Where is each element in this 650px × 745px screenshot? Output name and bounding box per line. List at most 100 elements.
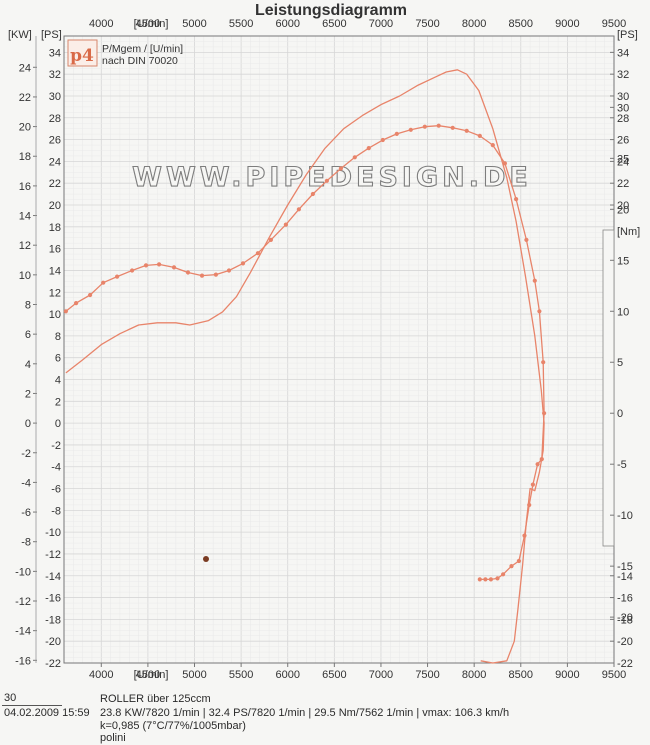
series-point-nm bbox=[530, 482, 536, 487]
nm-axis-label: [Nm] bbox=[617, 226, 640, 238]
series-point-nm bbox=[352, 155, 357, 160]
series-point-nm bbox=[310, 191, 315, 197]
kw-axis-label: [KW] bbox=[8, 29, 32, 41]
ps-tick-label-right: 34 bbox=[617, 47, 629, 59]
series-point-nm bbox=[539, 457, 544, 462]
series-point-nm bbox=[157, 262, 162, 267]
x-tick-label-top: 7000 bbox=[369, 18, 393, 30]
series-group bbox=[63, 69, 547, 664]
series-point-nm bbox=[502, 161, 507, 166]
series-point-nm bbox=[185, 270, 191, 275]
p4-logo-text: p4 bbox=[70, 46, 94, 66]
x-tick-label-bottom: 7000 bbox=[369, 669, 393, 681]
ps-tick-label-left: -12 bbox=[45, 549, 61, 561]
ps-tick-label-left: 32 bbox=[49, 69, 61, 81]
chart-title: Leistungsdiagramm bbox=[255, 2, 407, 19]
series-point-nm bbox=[394, 131, 399, 136]
legend-subtitle: nach DIN 70020 bbox=[102, 55, 178, 67]
series-point-nm bbox=[408, 127, 413, 132]
x-tick-label-top: 7500 bbox=[415, 18, 439, 30]
series-point-nm bbox=[268, 237, 273, 242]
vehicle-name: ROLLER über 125ccm bbox=[100, 693, 211, 705]
ps-tick-label-left: 34 bbox=[49, 47, 61, 59]
ps-tick-label-left: 0 bbox=[55, 418, 61, 430]
x-tick-label-top: 5000 bbox=[182, 18, 206, 30]
ps-tick-label-right: -22 bbox=[617, 658, 633, 670]
series-point-nm bbox=[199, 273, 205, 278]
series-point-nm bbox=[541, 360, 546, 365]
ps-tick-label-right: -16 bbox=[617, 593, 633, 605]
date-time: 04.02.2009 15:59 bbox=[4, 707, 90, 719]
series-point-nm bbox=[296, 207, 301, 212]
kw-tick-label: 10 bbox=[19, 270, 31, 282]
ps-tick-label-left: 10 bbox=[49, 309, 61, 321]
nm-tick-label: 20 bbox=[617, 204, 629, 216]
ps-tick-label-right: 30 bbox=[617, 91, 629, 103]
kw-tick-label: -8 bbox=[21, 537, 31, 549]
series-point-nm bbox=[488, 577, 493, 582]
nm-scale-panel bbox=[602, 229, 615, 547]
series-point-nm bbox=[101, 280, 106, 285]
ps-tick-label-left: 24 bbox=[49, 156, 61, 168]
x-tick-label-top: 4500 bbox=[136, 18, 160, 30]
kw-tick-label: -10 bbox=[15, 566, 31, 578]
ps-tick-label-right: 24 bbox=[617, 156, 629, 168]
series-point-nm bbox=[522, 533, 527, 538]
ps-tick-label-left: 6 bbox=[55, 353, 61, 365]
series-point-nm bbox=[422, 124, 427, 129]
x-tick-label-top: 8500 bbox=[509, 18, 533, 30]
series-point-nm bbox=[74, 301, 79, 306]
power-diagram-chart: WWW.PIPEDESIGN.DE 4000400045004500500050… bbox=[8, 2, 640, 681]
series-point-nm bbox=[255, 251, 260, 256]
p4-logo-box bbox=[67, 39, 98, 67]
ps-tick-label-left: -2 bbox=[51, 440, 61, 452]
nm-tick-label: 15 bbox=[617, 255, 629, 267]
ps-tick-label-right: 32 bbox=[617, 69, 629, 81]
ps-tick-label-left: 20 bbox=[49, 200, 61, 212]
watermark-group: WWW.PIPEDESIGN.DE bbox=[132, 161, 532, 193]
ps-axis-label-right: [PS] bbox=[617, 29, 638, 41]
series-point-nm bbox=[537, 309, 542, 314]
axes: 4000400045004500500050005500550060006000… bbox=[8, 18, 640, 681]
x-tick-label-bottom: 5000 bbox=[182, 669, 206, 681]
x-axis-label-top: [U/min] bbox=[134, 18, 169, 30]
ps-tick-label-left: 16 bbox=[49, 244, 61, 256]
series-point-nm bbox=[130, 268, 135, 273]
footer: 30 04.02.2009 15:59 ROLLER über 125ccm 2… bbox=[0, 690, 650, 744]
ps-tick-label-left: 30 bbox=[49, 91, 61, 103]
series-point-nm bbox=[436, 123, 441, 128]
series-point-nm bbox=[143, 263, 149, 268]
series-point-nm bbox=[240, 261, 246, 266]
nm-tick-label: 0 bbox=[617, 408, 623, 420]
series-point-nm bbox=[495, 576, 500, 581]
series-point-nm bbox=[115, 274, 120, 279]
kw-tick-label: 22 bbox=[19, 92, 31, 104]
watermark-text: WWW.PIPEDESIGN.DE bbox=[132, 162, 532, 193]
result-summary: 23.8 KW/7820 1/min | 32.4 PS/7820 1/min … bbox=[100, 707, 510, 719]
x-tick-label-bottom: 4000 bbox=[89, 669, 113, 681]
series-point-nm bbox=[501, 572, 506, 577]
x-tick-label-bottom: 6000 bbox=[275, 669, 299, 681]
nm-tick-label: -5 bbox=[617, 459, 627, 471]
kw-tick-label: -14 bbox=[15, 626, 31, 638]
plot-frame bbox=[63, 35, 615, 664]
plot-border bbox=[63, 35, 615, 664]
x-tick-label-top: 6500 bbox=[322, 18, 346, 30]
kw-tick-label: 4 bbox=[25, 359, 31, 371]
ps-tick-label-left: 14 bbox=[49, 265, 61, 277]
x-tick-label-top: 6000 bbox=[275, 18, 299, 30]
ps-tick-label-right: 20 bbox=[617, 200, 629, 212]
kw-tick-label: -2 bbox=[21, 448, 31, 460]
ps-tick-label-right: -20 bbox=[617, 636, 633, 648]
legend-title: P/Mgem / [U/min] bbox=[102, 43, 183, 55]
series-point-nm bbox=[514, 197, 519, 202]
ps-tick-label-left: -20 bbox=[45, 636, 61, 648]
x-tick-label-top: 9000 bbox=[555, 18, 579, 30]
series-point-nm bbox=[535, 462, 540, 467]
kw-tick-label: 24 bbox=[19, 62, 31, 74]
kw-tick-label: 6 bbox=[25, 329, 31, 341]
kw-tick-label: 20 bbox=[19, 122, 31, 134]
nm-tick-label: 30 bbox=[617, 102, 629, 114]
kw-tick-label: 12 bbox=[19, 240, 31, 252]
